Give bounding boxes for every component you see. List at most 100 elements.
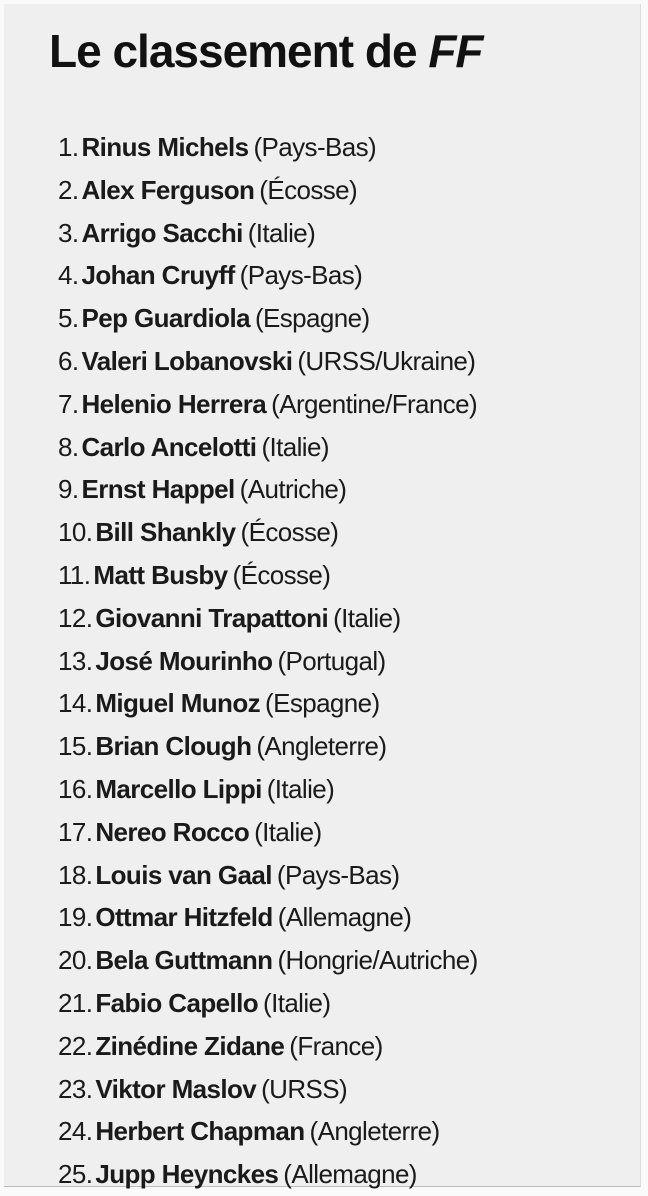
coach-rank: 22. (58, 1030, 93, 1061)
coach-rank: 18. (58, 859, 93, 890)
coach-name: Marcello Lippi (95, 773, 262, 804)
coach-rank: 16. (58, 773, 93, 804)
coach-country: (Angleterre) (309, 1116, 441, 1147)
coach-rank: 11. (58, 559, 91, 590)
list-item: 3. Arrigo Sacchi (Italie) (58, 212, 478, 255)
coach-name: Miguel Munoz (95, 688, 261, 719)
list-item: 7. Helenio Herrera (Argentine/France) (58, 383, 478, 426)
coach-country: (Allemagne) (277, 902, 412, 933)
coach-name: Rinus Michels (81, 132, 249, 162)
coach-country: (Argentine/France) (271, 388, 478, 419)
list-item: 23. Viktor Maslov (URSS) (58, 1068, 478, 1111)
list-item: 19. Ottmar Hitzfeld (Allemagne) (58, 896, 478, 939)
coach-name: Alex Ferguson (81, 174, 255, 205)
list-item: 2. Alex Ferguson (Écosse) (58, 169, 478, 212)
list-item: 24. Herbert Chapman (Angleterre) (58, 1110, 478, 1153)
coach-country: (Pays-Bas) (253, 132, 377, 162)
coach-name: Helenio Herrera (81, 388, 267, 419)
list-item: 9. Ernst Happel (Autriche) (58, 468, 478, 511)
list-item: 6. Valeri Lobanovski (URSS/Ukraine) (58, 340, 478, 383)
title-text: Le classement de (49, 25, 429, 77)
coach-rank: 1. (58, 132, 79, 162)
coach-country: (Espagne) (265, 688, 380, 719)
coach-rank: 7. (58, 388, 79, 419)
coach-name: Johan Cruyff (81, 260, 235, 291)
list-item: 20. Bela Guttmann (Hongrie/Autriche) (58, 939, 478, 982)
coach-name: Viktor Maslov (95, 1073, 257, 1104)
list-item: 11. Matt Busby (Écosse) (58, 554, 478, 597)
coach-country: (Angleterre) (256, 731, 387, 762)
coach-country: (Espagne) (254, 303, 370, 334)
list-item: 22. Zinédine Zidane (France) (58, 1025, 478, 1068)
coach-country: (Autriche) (239, 474, 347, 505)
coach-country: (Italie) (263, 987, 331, 1018)
list-item: 14. Miguel Munoz (Espagne) (58, 682, 478, 725)
coach-rank: 14. (58, 688, 93, 719)
coach-rank: 21. (58, 987, 93, 1018)
coach-name: Herbert Chapman (95, 1116, 305, 1147)
coach-country: (Portugal) (277, 645, 386, 676)
coach-name: Brian Clough (95, 731, 252, 762)
coach-name: Louis van Gaal (95, 859, 272, 890)
list-item: 15. Brian Clough (Angleterre) (58, 725, 478, 768)
coach-country: (URSS/Ukraine) (297, 345, 476, 376)
coach-name: Zinédine Zidane (95, 1030, 285, 1061)
coach-country: (Italie) (261, 431, 329, 462)
coach-country: (Italie) (333, 602, 401, 633)
coach-name: Jupp Heynckes (95, 1159, 279, 1190)
coach-rank: 24. (58, 1116, 93, 1147)
coach-country: (Allemagne) (283, 1159, 417, 1190)
coach-name: Fabio Capello (95, 987, 259, 1018)
coach-rank: 20. (58, 945, 93, 976)
coach-name: Carlo Ancelotti (81, 431, 257, 462)
coach-country: (Pays-Bas) (276, 859, 400, 890)
coach-rank: 13. (58, 645, 93, 676)
list-item: 8. Carlo Ancelotti (Italie) (58, 426, 478, 469)
coach-rank: 9. (58, 474, 79, 505)
list-item: 16. Marcello Lippi (Italie) (58, 768, 478, 811)
list-item: 10. Bill Shankly (Écosse) (58, 511, 478, 554)
coach-name: Matt Busby (93, 559, 228, 590)
coach-name: Ottmar Hitzfeld (95, 902, 273, 933)
ranking-card: Le classement de FF 1. Rinus Michels (Pays… (4, 4, 641, 1189)
coach-country: (France) (289, 1030, 383, 1061)
coach-country: (Italie) (254, 816, 322, 847)
coach-name: Bela Guttmann (95, 945, 273, 976)
coach-name: Bill Shankly (95, 517, 236, 548)
list-item: 1. Rinus Michels (Pays-Bas) (58, 126, 478, 169)
coach-rank: 3. (58, 217, 79, 248)
coach-name: Pep Guardiola (81, 303, 250, 334)
coach-country: (Écosse) (232, 559, 331, 590)
coach-country: (Italie) (266, 773, 335, 804)
coach-rank: 4. (58, 260, 79, 291)
coach-country: (Italie) (247, 217, 316, 248)
coach-rank: 5. (58, 303, 79, 334)
coach-country: (Pays-Bas) (239, 260, 363, 291)
coach-rank: 17. (58, 816, 93, 847)
coach-rank: 6. (58, 345, 79, 376)
coach-name: Valeri Lobanovski (81, 345, 293, 376)
list-item: 5. Pep Guardiola (Espagne) (58, 297, 478, 340)
coach-country: (Écosse) (240, 517, 339, 548)
list-item: 4. Johan Cruyff (Pays-Bas) (58, 254, 478, 297)
list-item: 13. José Mourinho (Portugal) (58, 640, 478, 683)
ranking-list: 1. Rinus Michels (Pays-Bas) 2. Alex Ferguson… (58, 126, 478, 1196)
coach-rank: 8. (58, 431, 79, 462)
list-item: 17. Nereo Rocco (Italie) (58, 811, 478, 854)
list-item: 12. Giovanni Trapattoni (Italie) (58, 597, 478, 640)
list-item: 21. Fabio Capello (Italie) (58, 982, 478, 1025)
coach-name: José Mourinho (95, 645, 273, 676)
list-item: 18. Louis van Gaal (Pays-Bas) (58, 854, 478, 897)
title-emphasis: FF (428, 25, 483, 77)
coach-name: Nereo Rocco (95, 816, 250, 847)
coach-country: (Hongrie/Autriche) (277, 945, 478, 976)
coach-rank: 12. (58, 602, 93, 633)
coach-country: (Écosse) (259, 174, 358, 205)
coach-rank: 15. (58, 731, 93, 762)
page-title: Le classement de FF (49, 24, 484, 78)
coach-name: Ernst Happel (81, 474, 235, 505)
coach-rank: 2. (58, 174, 79, 205)
coach-name: Giovanni Trapattoni (95, 602, 329, 633)
coach-country: (URSS) (261, 1073, 348, 1104)
coach-rank: 10. (58, 517, 93, 548)
